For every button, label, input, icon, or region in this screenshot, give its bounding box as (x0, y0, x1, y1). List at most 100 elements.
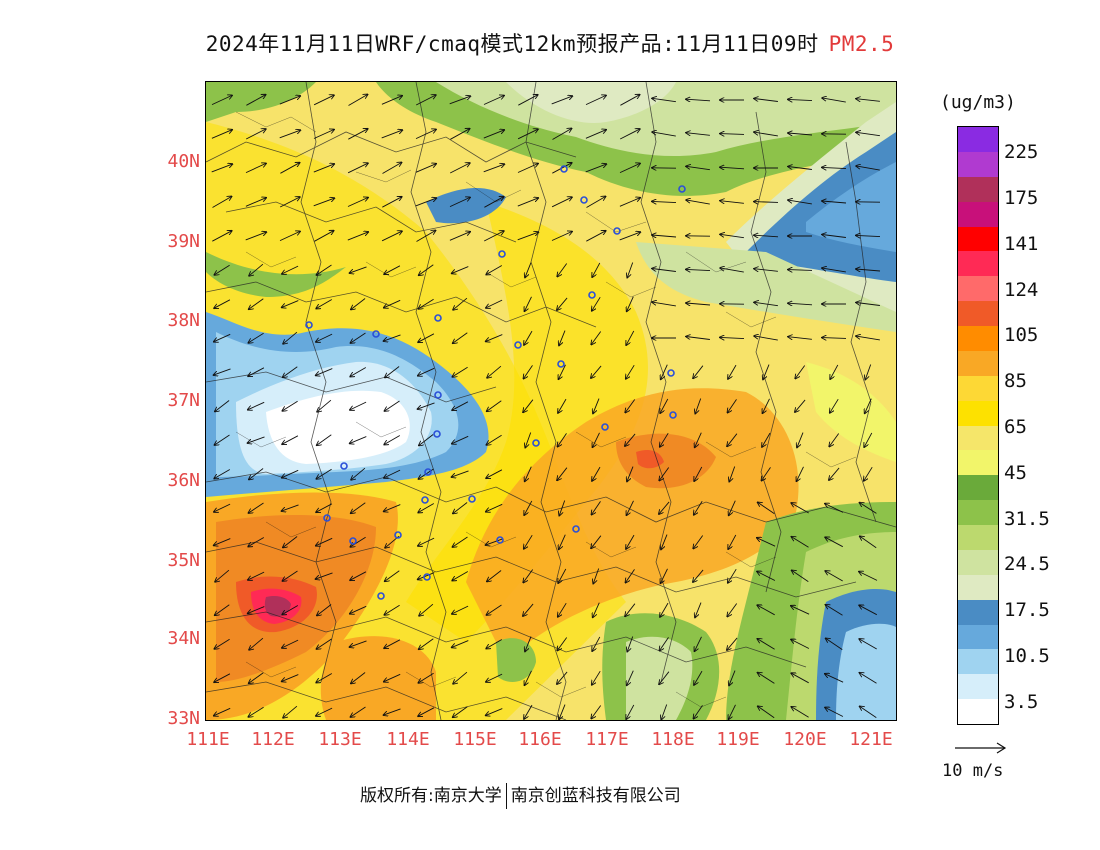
wind-arrow (557, 297, 568, 310)
wind-arrow (720, 134, 745, 135)
wind-vectors (211, 82, 881, 720)
wind-arrow (248, 606, 265, 614)
legend-color-swatch (958, 276, 998, 302)
wind-arrow (384, 334, 401, 341)
legend-label: 141 (1004, 233, 1039, 255)
wind-arrow (351, 502, 366, 514)
wind-arrow (350, 571, 367, 580)
wind-arrow (382, 197, 401, 208)
city-marker (532, 439, 540, 447)
wind-arrow (652, 201, 677, 202)
wind-arrow (758, 673, 775, 684)
wind-arrow (686, 303, 711, 305)
wind-arrow (350, 436, 367, 444)
wind-arrow (282, 504, 299, 511)
wind-arrow (418, 672, 434, 683)
wind-arrow (487, 570, 502, 582)
wind-arrow (728, 568, 737, 583)
wind-arrow (619, 163, 640, 174)
wind-arrow (381, 130, 403, 139)
wind-arrow (860, 706, 877, 718)
wind-arrow (384, 673, 401, 681)
legend-color-swatch (958, 450, 998, 476)
city-marker (678, 185, 686, 193)
wind-arrow (316, 333, 333, 342)
wind-arrow (762, 432, 771, 447)
legend-color-swatch (958, 151, 998, 177)
wind-arrow (754, 302, 778, 307)
wind-arrow (822, 201, 847, 203)
wind-arrow (282, 469, 299, 477)
wind-arrow (347, 232, 368, 241)
wind-arrow (524, 500, 533, 515)
wind-arrow (214, 638, 230, 649)
wind-arrow (591, 365, 602, 378)
wind-arrow (822, 268, 846, 273)
wind-arrow (856, 235, 881, 236)
wind-arrow (415, 198, 437, 207)
wind-arrow (249, 502, 264, 513)
wind-arrow (282, 300, 299, 308)
wind-arrow (660, 432, 669, 447)
wind-arrow (593, 398, 600, 414)
wind-arrow (591, 331, 602, 345)
lon-label: 117E (585, 729, 629, 750)
legend-label: 45 (1004, 462, 1027, 484)
wind-arrow (248, 571, 265, 580)
wind-arrow (316, 468, 332, 479)
legend-color-swatch (958, 326, 998, 351)
wind-arrow (754, 132, 778, 137)
wind-arrow (317, 264, 332, 275)
legend-color-swatch (958, 251, 998, 277)
city-marker (434, 314, 442, 322)
wind-arrow (788, 270, 813, 271)
wind-arrow (729, 466, 736, 482)
wind-arrow (686, 99, 711, 101)
wind-arrow (625, 433, 636, 446)
city-marker (588, 291, 596, 299)
wind-arrow (659, 501, 670, 514)
wind-arrow (453, 671, 468, 684)
wind-arrow (652, 269, 676, 272)
wind-arrow (620, 95, 639, 106)
city-marker (498, 250, 506, 258)
wind-arrow (593, 602, 600, 618)
legend-label: 105 (1004, 324, 1039, 346)
city-marker (669, 411, 677, 419)
wind-arrow (384, 299, 401, 307)
wind-arrow (524, 330, 533, 345)
pollutant-label: PM2.5 (828, 32, 895, 56)
wind-arrow (486, 503, 503, 511)
wind-arrow (619, 129, 640, 140)
wind-arrow (825, 571, 843, 582)
city-marker (423, 573, 431, 581)
wind-arrow (415, 129, 436, 140)
wind-arrow (829, 433, 840, 447)
legend-label: 85 (1004, 370, 1027, 392)
wind-arrow (283, 331, 298, 344)
wind-arrow (418, 367, 435, 375)
wind-arrow (720, 201, 744, 204)
wind-arrow (865, 364, 872, 380)
wind-arrow (788, 303, 813, 305)
wind-arrow (282, 265, 299, 274)
concentration-field (206, 82, 896, 720)
city-marker (434, 391, 442, 399)
wind-arrow (592, 636, 601, 651)
wind-arrow (384, 469, 401, 478)
legend-label: 10.5 (1004, 645, 1050, 667)
wind-arrow (419, 638, 434, 650)
wind-arrow (557, 467, 568, 481)
legend-color-swatch (958, 425, 998, 451)
legend-color-swatch (958, 699, 998, 724)
lat-label: 34N (167, 628, 200, 649)
wind-arrow (214, 538, 231, 546)
city-marker (323, 514, 331, 522)
wind-arrow (517, 198, 538, 207)
wind-arrow (215, 434, 230, 445)
wind-arrow (694, 670, 703, 685)
wind-arrow (486, 708, 503, 716)
wind-arrow (283, 705, 298, 718)
wind-arrow (418, 333, 435, 342)
wind-arrow (317, 604, 332, 616)
